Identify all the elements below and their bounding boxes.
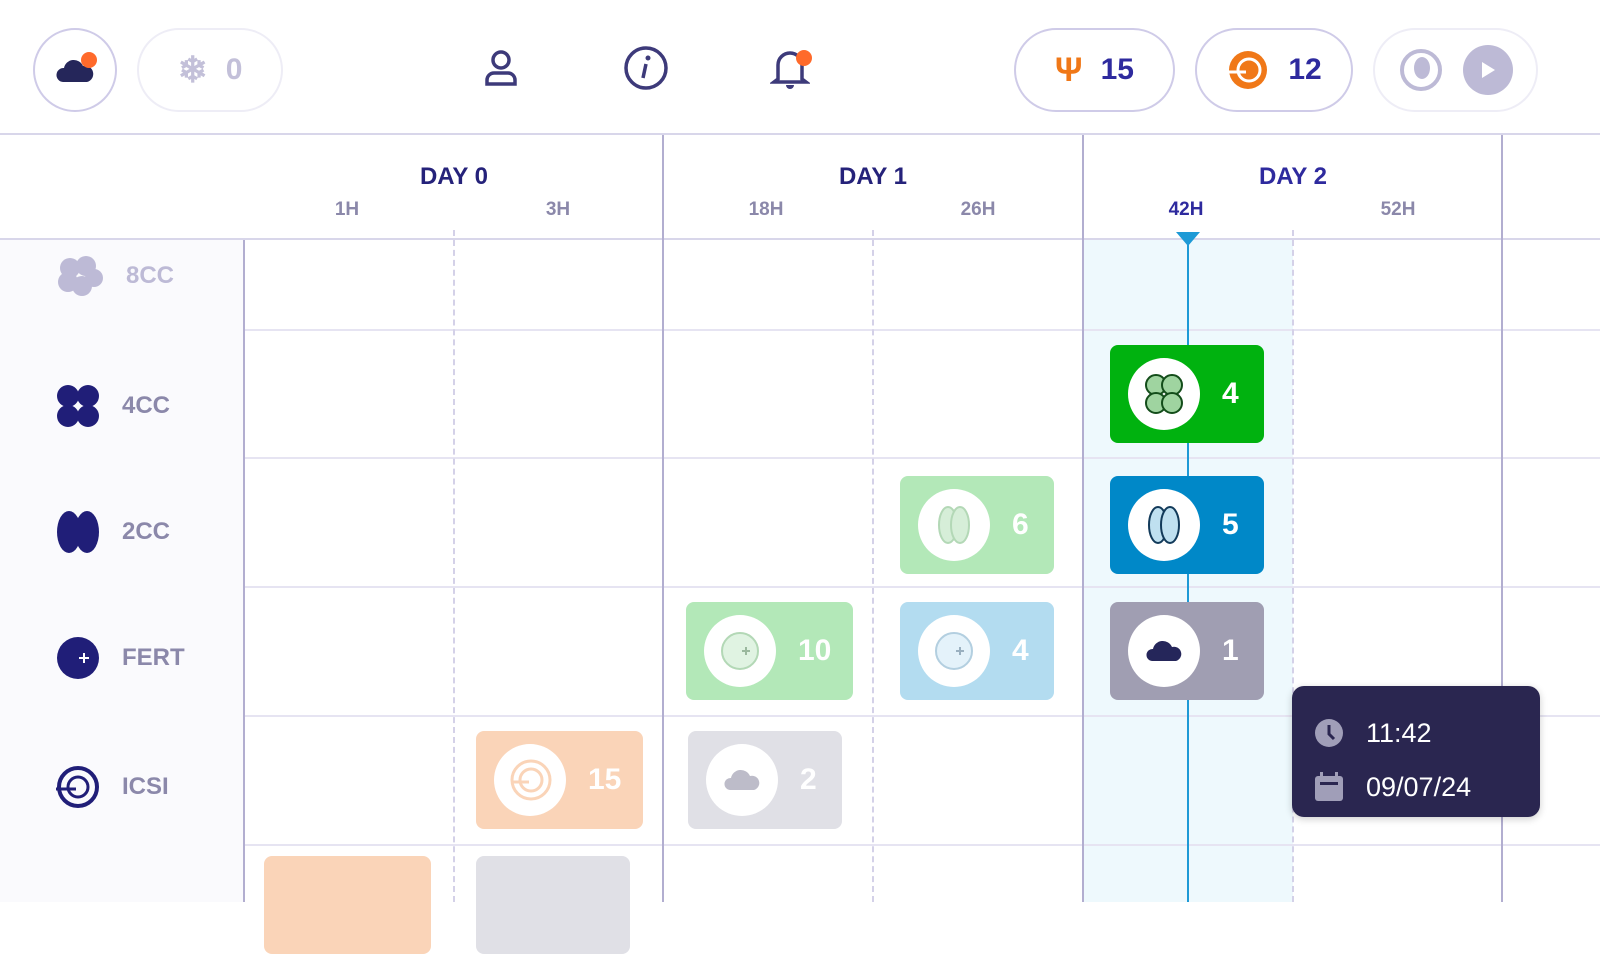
day-divider — [1501, 135, 1503, 902]
row-divider — [245, 329, 1600, 331]
hour-label: 18H — [748, 199, 784, 220]
bell-icon — [770, 51, 810, 89]
top-bar: ❄ 0 Ψ 15 12 — [0, 0, 1600, 135]
profile-button[interactable] — [477, 44, 525, 92]
info-icon — [624, 46, 668, 90]
fertilized-icon — [57, 637, 99, 679]
day-label-current: DAY 2 — [1258, 163, 1328, 190]
fertilized-icon — [918, 615, 990, 687]
icsi-count: 12 — [1288, 53, 1322, 86]
hour-label-current: 42H — [1168, 199, 1204, 220]
cryo-button[interactable]: ❄ 0 — [137, 28, 283, 112]
play-button[interactable] — [1462, 45, 1513, 95]
clock-icon — [1315, 719, 1343, 747]
cloud-icon — [1128, 615, 1200, 687]
user-icon — [485, 50, 517, 86]
day-divider — [662, 135, 664, 902]
cloud-icon — [706, 744, 778, 816]
cryo-count: 0 — [225, 53, 243, 86]
stage-card-partial[interactable] — [476, 856, 630, 954]
notifications-button[interactable] — [766, 44, 814, 92]
icsi-icon — [494, 744, 566, 816]
stage-card-fert-18h[interactable]: 10 — [686, 602, 853, 700]
stage-card-4cc-42h[interactable]: 4 — [1110, 345, 1264, 443]
current-time-marker[interactable] — [1176, 232, 1200, 246]
fertilized-icon — [704, 615, 776, 687]
stage-sidebar: 8CC 4CC 2CC FERT ICSI — [0, 240, 245, 902]
embryo-button[interactable] — [1373, 28, 1538, 112]
stage-card-icsi-3h[interactable]: 15 — [476, 731, 643, 829]
snowflake-dna-icon: ❄ — [177, 49, 208, 90]
stage-card-2cc-42h[interactable]: 5 — [1110, 476, 1264, 574]
row-divider — [245, 844, 1600, 846]
two-cell-icon — [918, 489, 990, 561]
icsi-icon — [56, 766, 99, 808]
half-day-divider — [453, 230, 455, 902]
stage-card-icsi-18h[interactable]: 2 — [688, 731, 842, 829]
tooltip-date: 09/07/24 — [1366, 771, 1472, 802]
tooltip-time: 11:42 — [1366, 717, 1432, 748]
row-divider — [245, 586, 1600, 588]
timeline-header: DAY 0 DAY 1 DAY 2 1H 3H 18H 26H 42H 52H — [0, 135, 1600, 240]
icsi-icon — [1228, 51, 1268, 89]
day-label: DAY 0 — [419, 163, 489, 190]
oocytes-button[interactable]: Ψ 15 — [1014, 28, 1175, 112]
cloud-icon — [56, 59, 94, 82]
cloud-button[interactable] — [33, 28, 117, 112]
row-divider — [245, 457, 1600, 459]
notification-dot — [81, 52, 97, 68]
fetus-icon — [1399, 49, 1442, 91]
day-divider — [1082, 135, 1084, 902]
day-label: DAY 1 — [838, 163, 908, 190]
hour-label: 3H — [545, 199, 571, 220]
stage-card-fert-42h[interactable]: 1 — [1110, 602, 1264, 700]
icsi-button[interactable]: 12 — [1195, 28, 1353, 112]
half-day-divider — [1292, 230, 1294, 902]
play-icon — [1481, 62, 1495, 78]
stage-2cc: 2CC — [56, 510, 170, 554]
four-cell-icon — [57, 385, 99, 427]
stage-card-partial[interactable] — [264, 856, 431, 954]
hour-label: 26H — [960, 199, 996, 220]
stage-card-2cc-26h[interactable]: 6 — [900, 476, 1054, 574]
four-cell-icon — [1128, 358, 1200, 430]
time-tooltip: 11:42 09/07/24 — [1292, 686, 1540, 817]
stage-4cc: 4CC — [56, 384, 170, 428]
stage-8cc: 8CC — [56, 254, 174, 298]
info-button[interactable] — [622, 44, 670, 92]
hour-label: 52H — [1380, 199, 1416, 220]
stage-card-fert-26h[interactable]: 4 — [900, 602, 1054, 700]
hour-label: 1H — [334, 199, 360, 220]
two-cell-icon — [57, 511, 99, 553]
notification-dot — [796, 50, 812, 66]
stage-icsi: ICSI — [54, 764, 169, 810]
half-day-divider — [872, 230, 874, 902]
calendar-icon — [1315, 772, 1343, 801]
uterus-icon: Ψ — [1055, 50, 1083, 89]
eight-cell-icon — [58, 256, 103, 296]
oocytes-count: 15 — [1100, 53, 1134, 86]
row-divider — [245, 715, 1600, 717]
stage-fert: FERT — [56, 636, 185, 680]
two-cell-icon — [1128, 489, 1200, 561]
